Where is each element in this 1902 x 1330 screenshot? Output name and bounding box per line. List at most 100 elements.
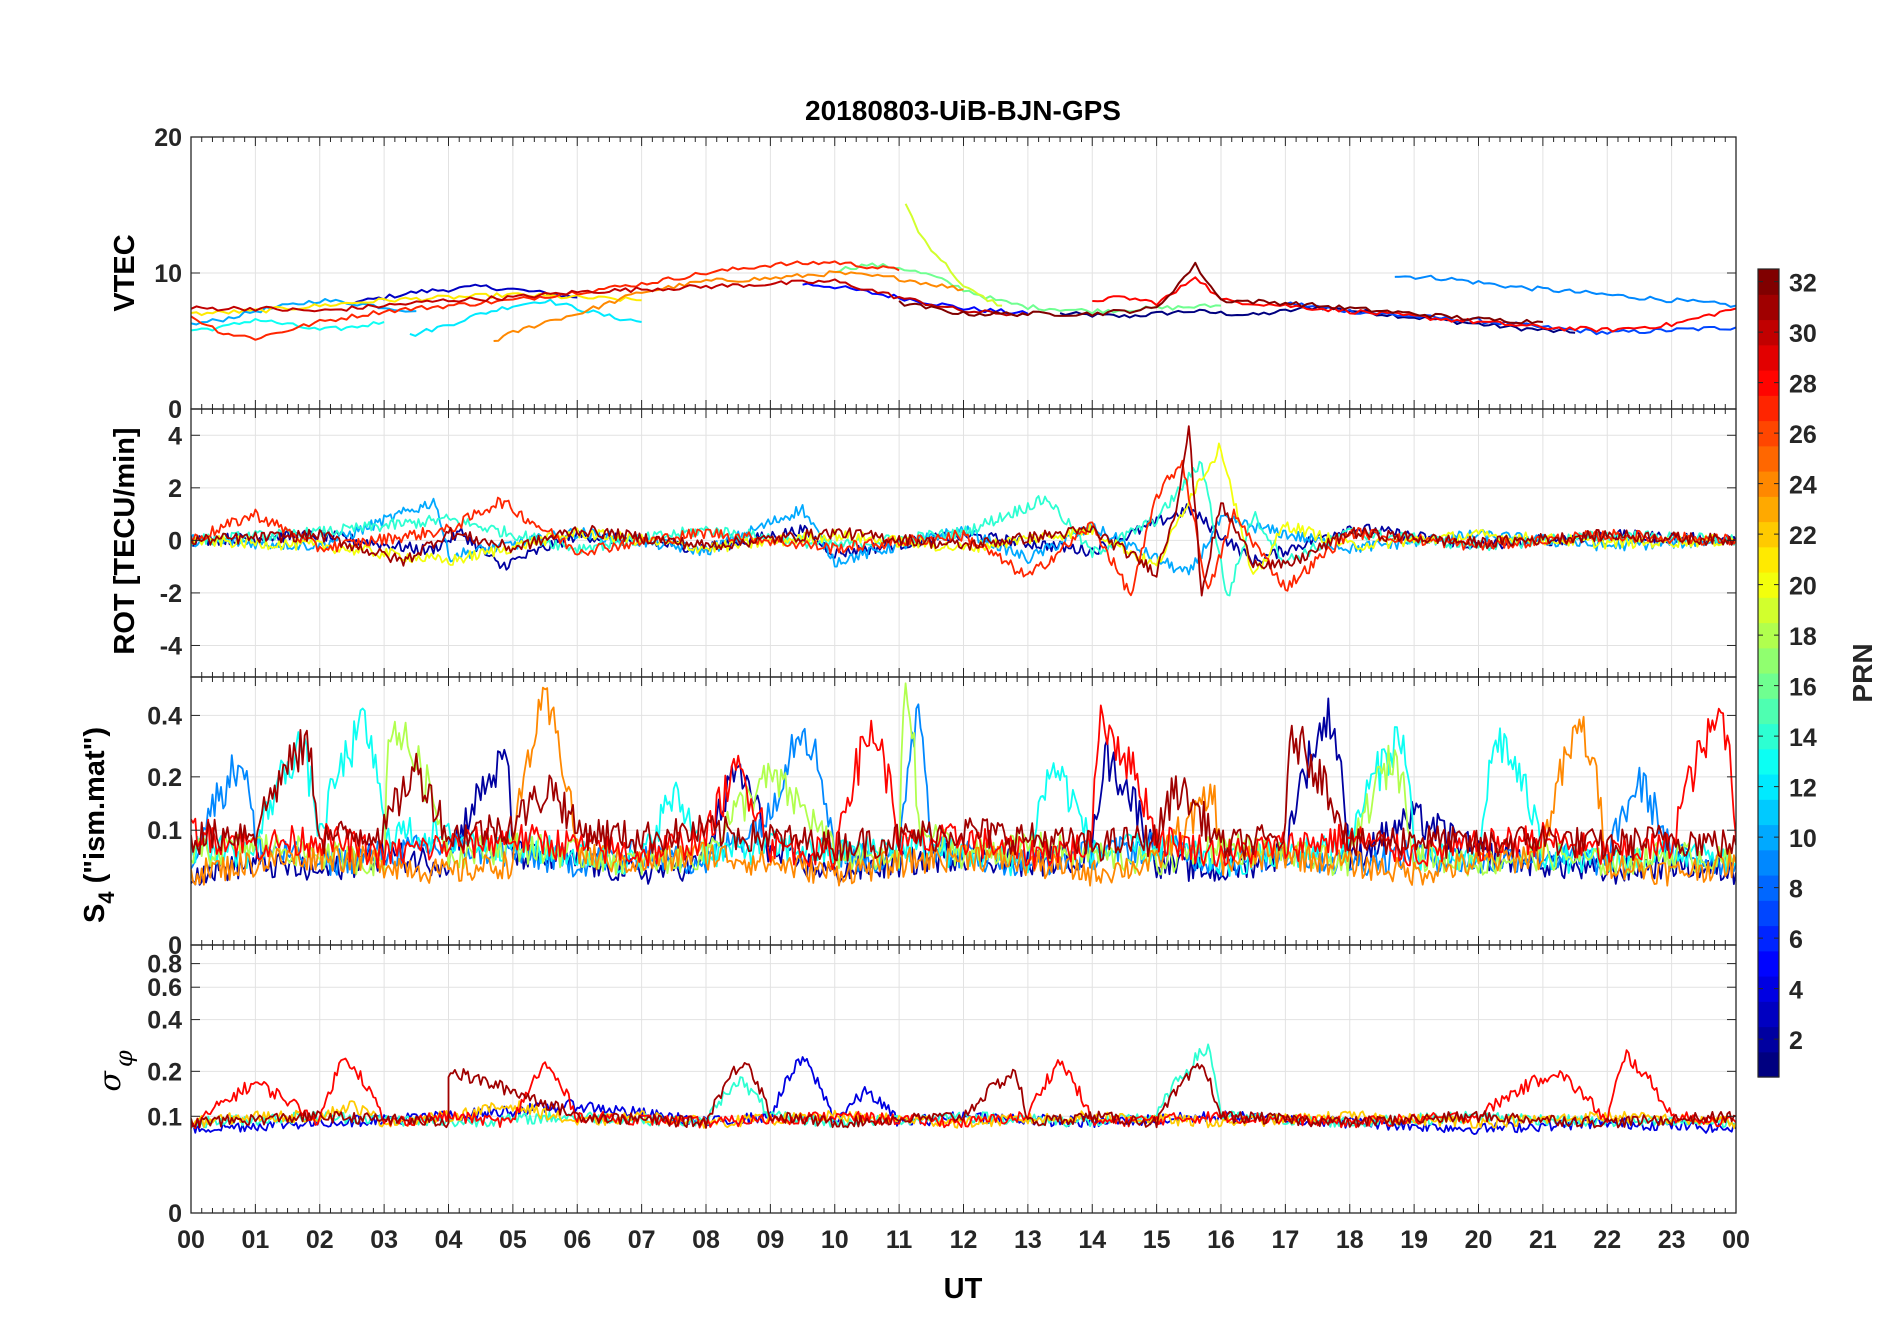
x-tick-label: 13 (1014, 1226, 1042, 1254)
colorbar-tick-label: 20 (1789, 573, 1817, 601)
colorbar-tick-label: 28 (1789, 371, 1817, 399)
panel-sigma: 0 0.1 0.2 0.4 0.60.8 σφ (93, 944, 1737, 1228)
colorbar-swatch-prn-19 (1758, 597, 1779, 624)
vtec-line-prn-30 (191, 278, 1029, 318)
colorbar-swatch-prn-30 (1758, 319, 1779, 346)
vtec-line-prn-21 (191, 292, 642, 317)
colorbar-swatch-prn-18 (1758, 622, 1779, 649)
rot-line-prn-31 (191, 425, 1736, 597)
x-tick-labels: 00 01 02 03 04 05 06 07 08 09 10 11 12 13 14 15 16 17 18 19… (177, 1226, 1750, 1254)
s4-y-tick-label: 0 (168, 932, 182, 960)
colorbar-tick-label: 32 (1789, 270, 1817, 298)
x-tick-label: 02 (306, 1226, 334, 1254)
x-tick-label: 23 (1658, 1226, 1686, 1254)
colorbar-swatch-prn-29 (1758, 344, 1779, 371)
colorbar-tick-label: 6 (1789, 926, 1803, 954)
x-tick-label: 04 (435, 1226, 463, 1254)
colorbar-swatch-prn-21 (1758, 546, 1779, 573)
x-tick-label: 01 (241, 1226, 269, 1254)
colorbar-swatch-prn-27 (1758, 395, 1779, 422)
x-tick-label: 06 (563, 1226, 591, 1254)
x-tick-label: 11 (886, 1226, 913, 1254)
colorbar-swatch-prn-23 (1758, 496, 1779, 523)
colorbar-tick-label: 22 (1789, 522, 1817, 550)
colorbar-tick-label: 8 (1789, 876, 1803, 904)
vtec-line-prn-32 (898, 261, 1543, 325)
colorbar-swatch-prn-15 (1758, 698, 1779, 725)
s4-y-axis-title: S4 ("ism.mat") (79, 727, 119, 923)
vtec-y-tick-label: 10 (154, 260, 182, 288)
panel-vtec: 0 10 20 VTEC (109, 124, 1737, 424)
vtec-line-prn-3 (351, 283, 578, 306)
colorbar-swatch-prn-14 (1758, 723, 1779, 750)
x-tick-label: 00 (1722, 1226, 1750, 1254)
colorbar-swatch-prn-26 (1758, 420, 1779, 447)
colorbar-swatch-prn-5 (1758, 950, 1779, 977)
x-tick-label: 22 (1593, 1226, 1621, 1254)
colorbar-label: PRN (1847, 643, 1878, 702)
colorbar-swatch-prn-28 (1758, 370, 1779, 396)
s4-y-tick-label: 0.2 (147, 764, 182, 792)
rot-y-tick-label: 0 (168, 527, 182, 555)
colorbar-swatch-prn-17 (1758, 647, 1779, 674)
chart-title: 20180803-UiB-BJN-GPS (805, 95, 1121, 126)
vtec-line-prn-5 (802, 282, 1029, 315)
x-axis-title: UT (944, 1273, 983, 1305)
x-tick-label: 03 (370, 1226, 398, 1254)
sigma-y-axis-title-sub: φ (110, 1050, 138, 1067)
vtec-line-prn-12 (409, 298, 642, 337)
colorbar-swatch-prn-8 (1758, 875, 1779, 901)
colorbar-tick-label: 4 (1789, 977, 1803, 1005)
x-tick-label: 19 (1400, 1226, 1428, 1254)
x-tick-label: 16 (1207, 1226, 1235, 1254)
sigma-line-prn-31 (191, 1062, 1736, 1129)
sigma-y-tick-label: 0.2 (147, 1058, 182, 1086)
colorbar-tick-label: 2 (1789, 1027, 1803, 1055)
colorbar-tick-label: 14 (1789, 724, 1817, 752)
x-tick-label: 14 (1078, 1226, 1106, 1254)
sigma-y-tick-label: 0.4 (147, 1007, 182, 1035)
vtec-line-prn-27 (191, 260, 900, 341)
sigma-y-axis-title-main: σ (93, 1070, 128, 1092)
colorbar-tick-label: 30 (1789, 320, 1817, 348)
colorbar-swatch-prn-25 (1758, 445, 1779, 472)
colorbar-swatch-prn-9 (1758, 849, 1779, 876)
colorbar-swatch-prn-11 (1758, 799, 1779, 826)
colorbar-swatch-prn-22 (1758, 521, 1779, 548)
rot-y-tick-label: 2 (168, 475, 182, 503)
panel-rot: -4 -2 0 2 4 ROT [TECU/min] (109, 408, 1737, 678)
colorbar-swatch-prn-24 (1758, 471, 1779, 497)
s4-y-tick-label: 0.4 (147, 702, 182, 730)
x-tick-label: 09 (756, 1226, 784, 1254)
rot-y-tick-label: -2 (160, 580, 182, 608)
vtec-y-tick-label: 0 (168, 396, 182, 424)
s4-y-axis-title-suffix: ("ism.mat") (79, 727, 111, 891)
panel-s4: 0 0.1 0.2 0.4 S4 ("ism.mat") (79, 676, 1737, 960)
sigma-y-axis-title: σφ (93, 1050, 138, 1091)
vtec-series (191, 203, 1736, 342)
vtec-line-prn-19 (904, 203, 1003, 307)
s4-y-axis-title-main: S (79, 904, 111, 923)
colorbar-swatch-prn-3 (1758, 1001, 1779, 1028)
colorbar-swatch-prn-7 (1758, 900, 1779, 927)
s4-line-prn-31 (191, 724, 1736, 862)
colorbar-gradient (1758, 269, 1779, 1078)
rot-y-tick-label: -4 (160, 632, 182, 660)
vtec-y-tick-label: 20 (154, 124, 182, 152)
s4-series (191, 682, 1736, 887)
colorbar-swatch-prn-12 (1758, 774, 1779, 800)
colorbar-swatch-prn-1 (1758, 1051, 1779, 1078)
x-tick-label: 21 (1529, 1226, 1557, 1254)
s4-y-axis-title-sub: 4 (94, 891, 119, 904)
sigma-series (191, 1043, 1736, 1135)
colorbar-tick-label: 26 (1789, 421, 1817, 449)
vtec-y-axis-title: VTEC (109, 234, 141, 311)
colorbar-tick-label: 24 (1789, 472, 1817, 500)
colorbar-tick-label: 12 (1789, 775, 1817, 803)
x-tick-label: 00 (177, 1226, 205, 1254)
x-tick-label: 15 (1143, 1226, 1171, 1254)
colorbar-tick-label: 18 (1789, 623, 1817, 651)
sigma-y-tick-label: 0.8 (147, 951, 182, 979)
